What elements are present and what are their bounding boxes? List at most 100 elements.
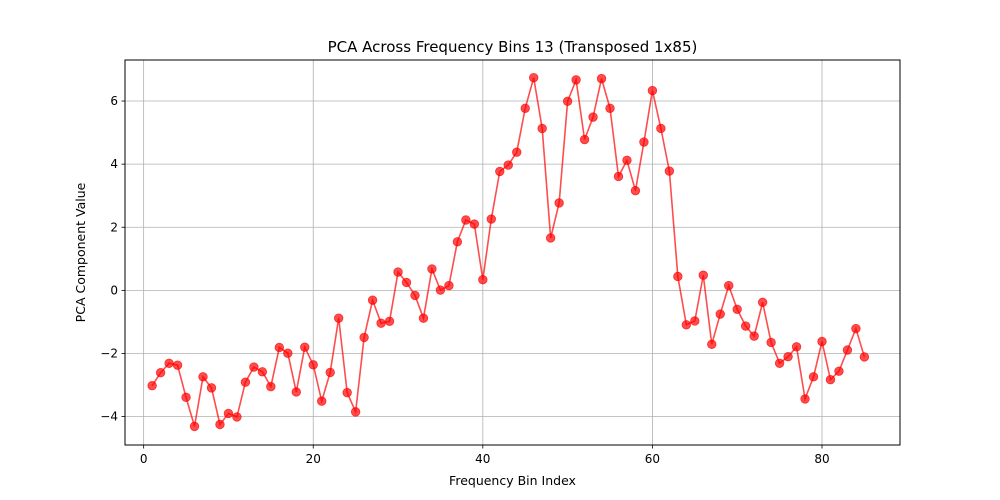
y-tick-label: 6 <box>110 94 118 108</box>
data-point <box>240 377 251 387</box>
y-axis-label: PCA Component Value <box>73 182 88 322</box>
data-point <box>325 367 335 378</box>
data-point <box>783 351 793 362</box>
x-tick-label: 0 <box>140 452 148 466</box>
data-point <box>757 297 768 308</box>
data-point <box>673 271 683 282</box>
data-point <box>452 237 463 247</box>
data-point <box>740 321 751 331</box>
data-point <box>444 280 454 291</box>
data-point <box>528 72 539 83</box>
data-point <box>317 396 327 406</box>
y-tick-label: 0 <box>110 283 118 297</box>
data-point <box>537 123 547 134</box>
grid-lines <box>125 60 900 445</box>
data-point <box>825 374 836 385</box>
axis-ticks: 0 20 40 60 80 −4 −2 0 2 4 6 <box>100 94 829 466</box>
data-point <box>715 309 725 319</box>
data-point <box>333 313 344 323</box>
data-point <box>308 360 318 370</box>
data-point <box>791 342 802 352</box>
data-point <box>656 123 666 134</box>
data-point <box>189 421 200 432</box>
data-point <box>579 134 590 145</box>
data-point <box>155 368 166 378</box>
x-axis-label: Frequency Bin Index <box>449 473 576 488</box>
data-point <box>274 342 285 353</box>
data-point <box>766 337 776 348</box>
y-tick-label: −2 <box>100 346 118 360</box>
data-point <box>461 215 471 225</box>
series-layer <box>147 72 870 432</box>
x-tick-label: 80 <box>814 452 829 466</box>
data-point <box>367 295 378 305</box>
data-point <box>291 387 301 397</box>
data-point <box>842 345 853 355</box>
data-point <box>639 137 649 147</box>
data-point <box>393 267 403 277</box>
data-point <box>198 372 208 382</box>
x-tick-label: 40 <box>475 452 490 466</box>
data-point <box>503 160 513 170</box>
data-point <box>427 264 437 274</box>
data-point <box>622 155 632 166</box>
data-point <box>478 274 488 285</box>
data-point <box>732 304 742 315</box>
y-tick-label: −4 <box>100 410 118 424</box>
data-point <box>206 383 217 393</box>
x-tick-label: 20 <box>306 452 321 466</box>
data-point <box>401 277 412 288</box>
chart-title: PCA Across Frequency Bins 13 (Transposed… <box>328 38 698 56</box>
data-point <box>613 171 624 182</box>
data-point <box>435 285 446 295</box>
y-tick-label: 4 <box>110 157 118 171</box>
data-point <box>605 103 615 113</box>
data-point <box>181 392 191 403</box>
data-point <box>774 358 785 368</box>
data-point <box>690 316 700 326</box>
data-point <box>724 280 734 291</box>
data-point <box>495 166 505 177</box>
data-point <box>554 198 564 208</box>
data-point <box>257 367 268 377</box>
data-point <box>596 73 607 84</box>
data-point <box>562 96 573 107</box>
data-point <box>681 320 692 330</box>
data-point <box>384 316 395 326</box>
data-point <box>749 331 759 341</box>
data-point <box>545 233 556 243</box>
data-point <box>834 366 844 376</box>
data-point <box>520 103 530 113</box>
plot-frame <box>124 59 901 446</box>
data-point <box>376 318 386 328</box>
data-point <box>486 214 497 224</box>
data-point <box>215 419 225 430</box>
data-point <box>571 75 581 85</box>
data-point <box>664 166 675 176</box>
x-tick-label: 60 <box>645 452 660 466</box>
data-point <box>164 358 174 368</box>
data-point <box>588 112 598 122</box>
data-point <box>147 380 157 391</box>
data-point <box>851 323 861 334</box>
data-point <box>172 360 183 370</box>
data-point <box>630 185 641 196</box>
data-point <box>512 147 522 157</box>
data-point <box>342 387 352 398</box>
data-point <box>359 332 369 343</box>
data-point <box>232 412 242 422</box>
data-point <box>223 408 234 419</box>
data-point <box>418 313 429 323</box>
data-point <box>469 219 480 229</box>
data-point <box>817 336 827 347</box>
data-point <box>707 339 717 350</box>
y-tick-label: 2 <box>110 220 118 234</box>
data-point <box>647 85 658 96</box>
data-point <box>800 394 810 404</box>
data-point <box>808 372 819 382</box>
data-point <box>283 348 293 358</box>
data-point <box>266 381 276 392</box>
data-point <box>350 407 361 417</box>
